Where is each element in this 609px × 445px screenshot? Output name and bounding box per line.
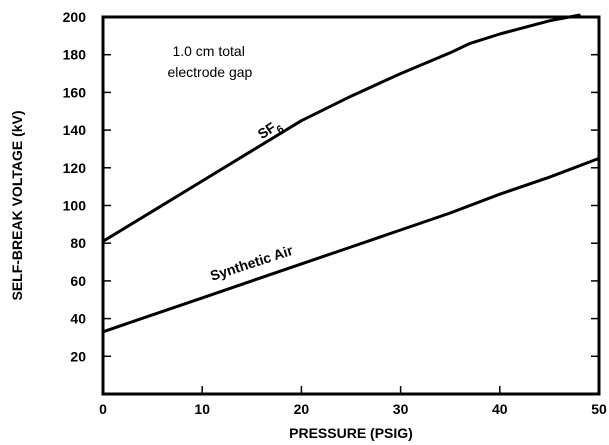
series-label-sf6-main: SF: [255, 119, 279, 142]
series-label-sf6: SF6: [255, 116, 287, 147]
x-tick-label: 40: [492, 401, 508, 417]
axis-ticks: 0 10 20 30 40 50 20 40 60 80 100 120 140 160 180 200: [63, 9, 607, 417]
annotation-line-1: 1.0 cm total: [172, 43, 244, 59]
series-line-synthetic-air: [101, 156, 601, 334]
y-tick-label: 180: [63, 47, 87, 63]
y-tick-label: 60: [70, 273, 86, 289]
y-tick-label: 140: [63, 122, 87, 138]
y-tick-label: 80: [70, 235, 86, 251]
x-axis-title: PRESSURE (PSIG): [289, 425, 413, 441]
y-tick-label: 40: [70, 311, 86, 327]
y-tick-label: 20: [70, 348, 86, 364]
x-tick-label: 0: [99, 401, 107, 417]
y-tick-label: 160: [63, 84, 87, 100]
y-axis-title: SELF-BREAK VOLTAGE (kV): [9, 110, 25, 300]
series-label-synthetic-air: Synthetic Air: [208, 242, 295, 284]
y-tick-label: 100: [63, 198, 87, 214]
series-lines: [101, 13, 601, 334]
x-tick-label: 50: [591, 401, 607, 417]
x-tick-label: 20: [294, 401, 310, 417]
x-tick-label: 30: [393, 401, 409, 417]
x-tick-label: 10: [194, 401, 210, 417]
annotation-line-2: electrode gap: [167, 64, 252, 80]
series-line-sf6: [101, 13, 581, 243]
y-tick-label: 200: [63, 9, 87, 25]
series-label-sf6-subscript: 6: [275, 123, 287, 136]
plot-frame: [101, 15, 601, 396]
y-tick-label: 120: [63, 160, 87, 176]
